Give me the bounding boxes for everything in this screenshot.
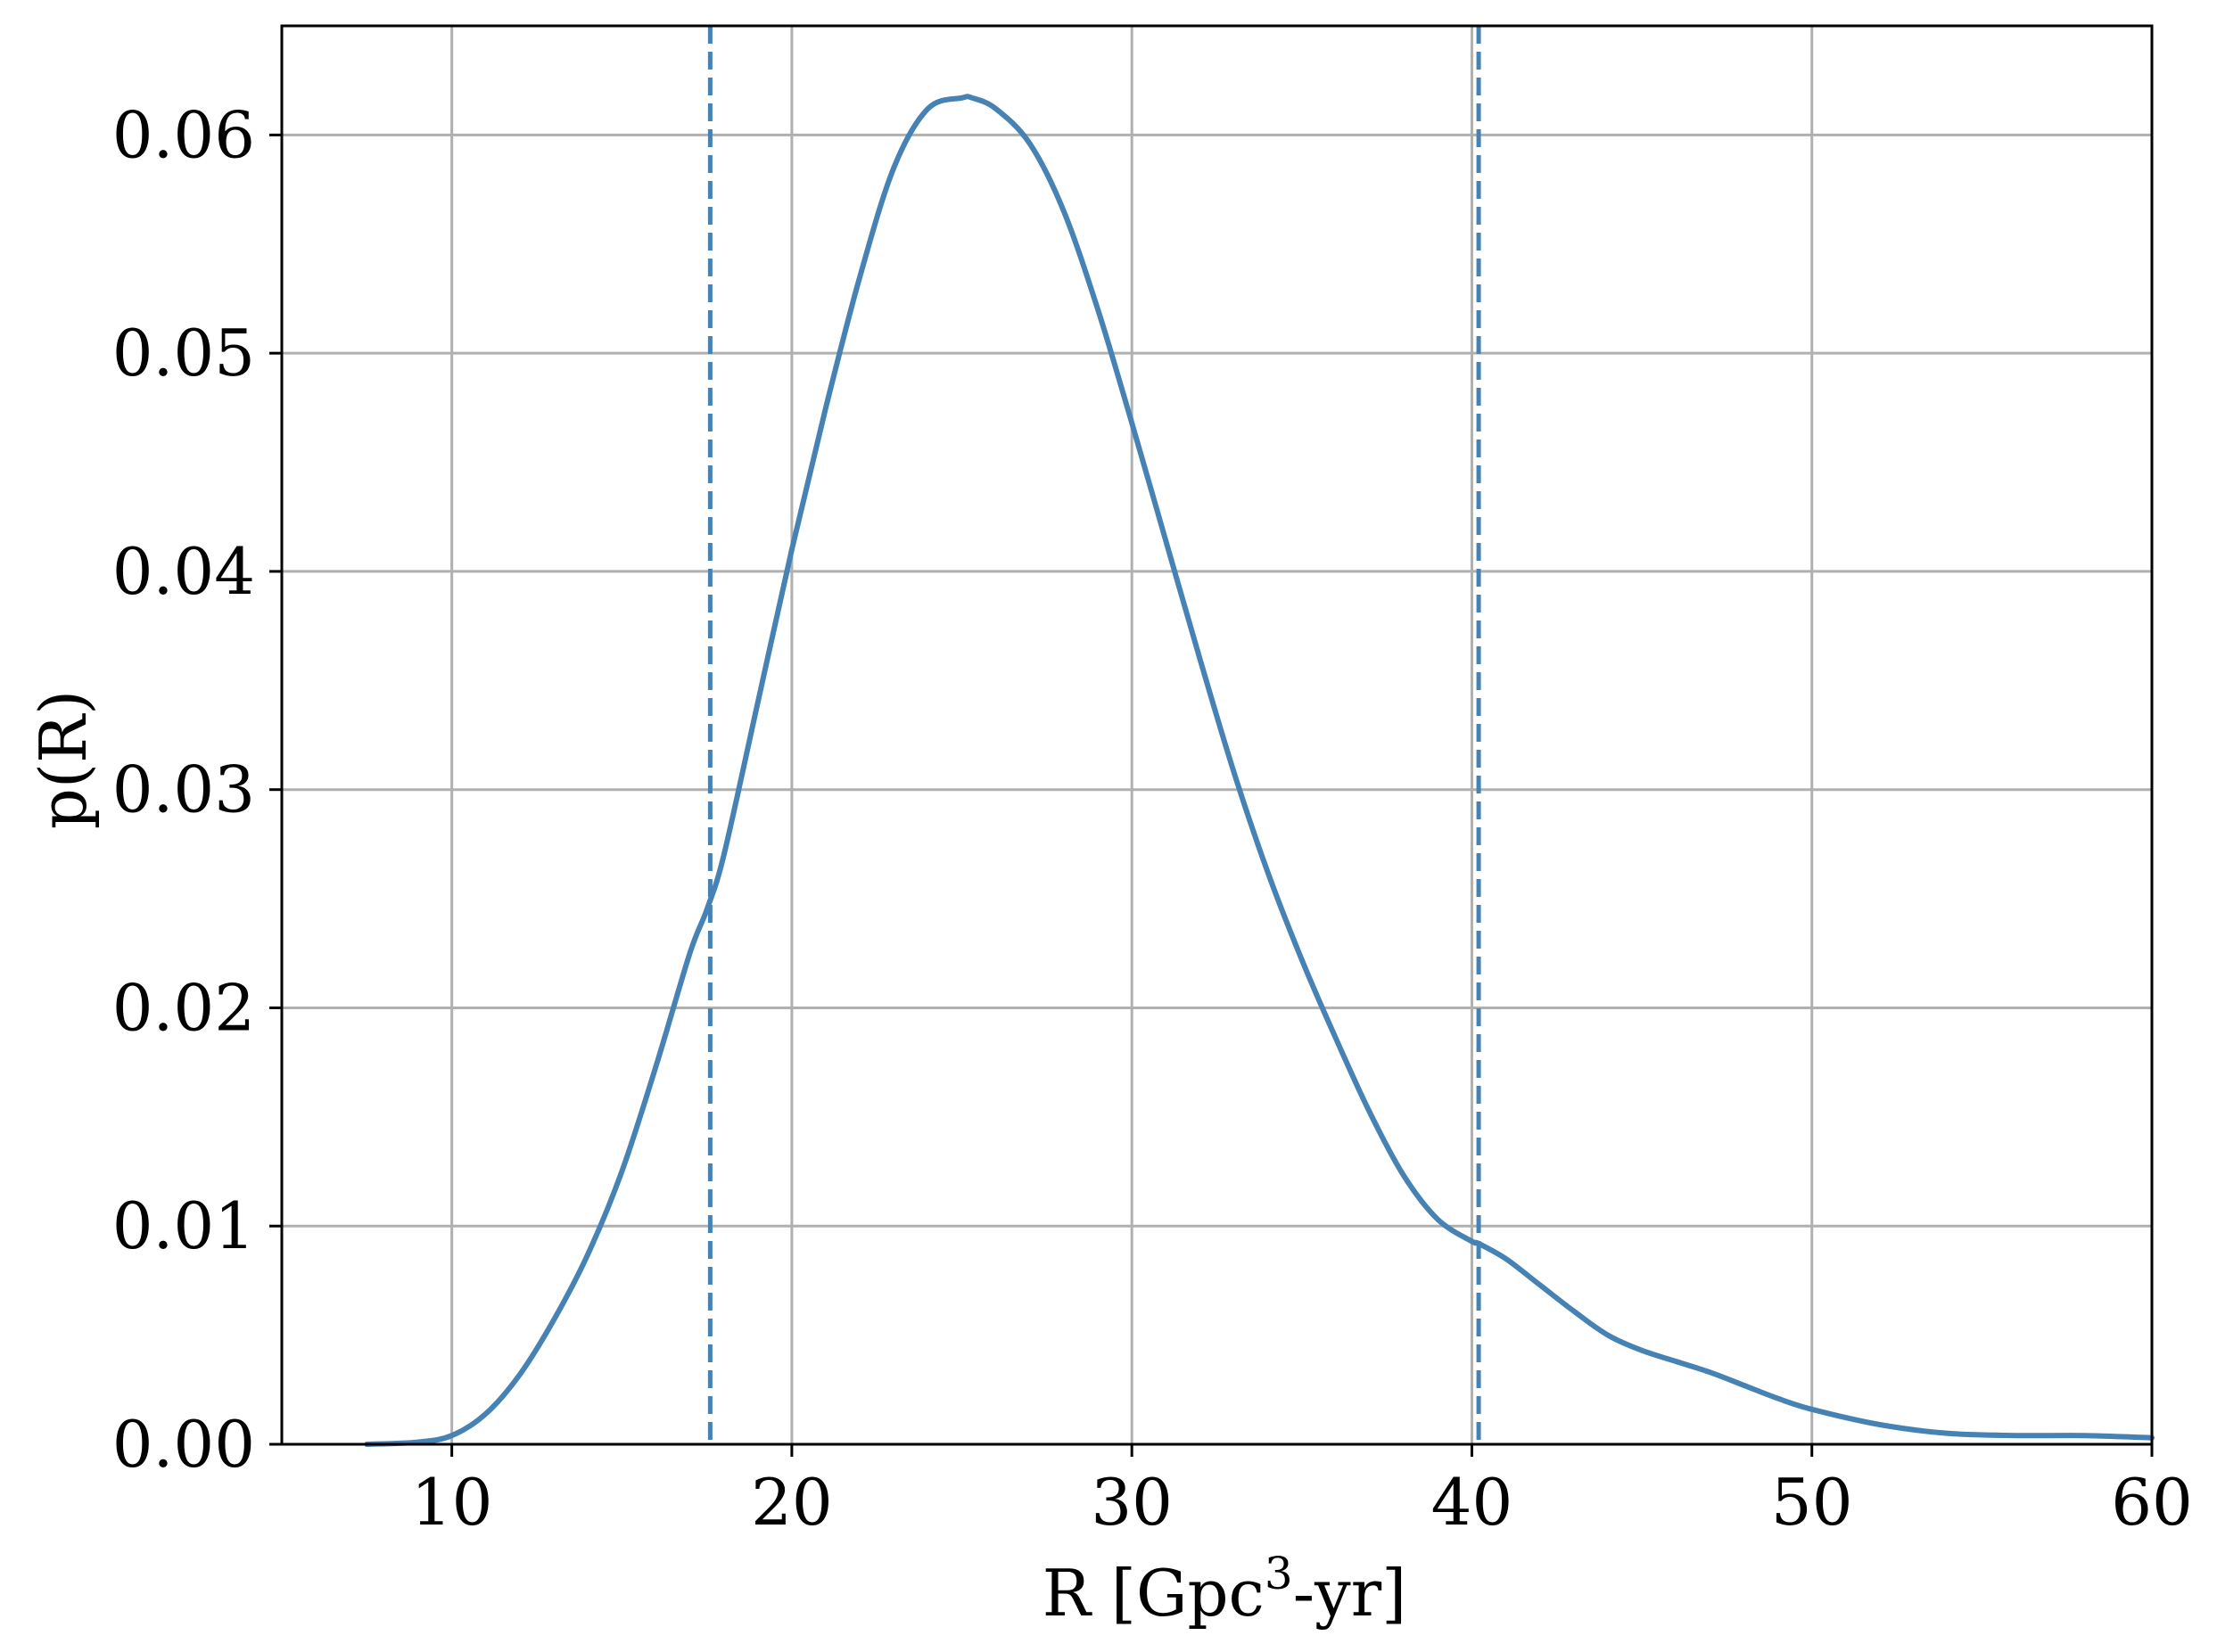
credible-interval-lines xyxy=(707,26,1481,1444)
x-tick-label: 40 xyxy=(1431,1465,1513,1540)
y-tick-label: 0.05 xyxy=(112,316,255,390)
tick-layer xyxy=(269,133,2154,1457)
x-axis-title-tail: -yr] xyxy=(1293,1556,1407,1631)
y-axis-title: p(R) xyxy=(26,690,101,829)
plot-frame xyxy=(280,24,2154,1446)
tick-label-layer: 10 20 30 40 50 60 0.00 0.01 0.02 0.03 0.04 0.05 0.06 xyxy=(112,97,2193,1540)
x-tick-label: 20 xyxy=(751,1465,833,1540)
density-curve xyxy=(364,94,2155,1447)
y-tick-label: 0.03 xyxy=(112,752,255,827)
series-layer xyxy=(364,94,2155,1447)
y-tick-label: 0.00 xyxy=(112,1407,255,1482)
x-tick-label: 60 xyxy=(2111,1465,2193,1540)
x-tick-label: 30 xyxy=(1091,1465,1173,1540)
x-axis-title-superscript: 3 xyxy=(1265,1548,1293,1599)
y-tick-label: 0.02 xyxy=(112,970,255,1045)
y-tick-label: 0.01 xyxy=(112,1188,255,1263)
x-tick-label: 50 xyxy=(1771,1465,1853,1540)
x-tick-label: 10 xyxy=(411,1465,493,1540)
y-tick-label: 0.06 xyxy=(112,97,255,172)
x-axis-title: R [Gpc3-yr] xyxy=(1043,1548,1406,1631)
x-axis-title-main: R [Gpc xyxy=(1043,1556,1265,1631)
y-tick-label: 0.04 xyxy=(112,534,255,609)
